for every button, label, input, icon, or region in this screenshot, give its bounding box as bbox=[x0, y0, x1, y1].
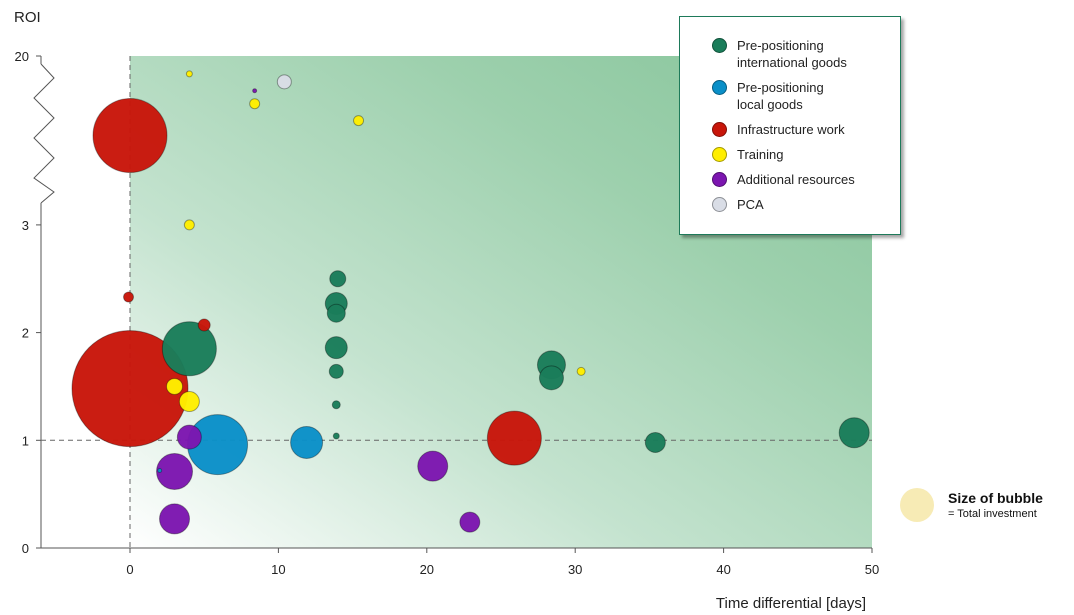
bubble-point bbox=[156, 453, 194, 491]
bubble-point bbox=[326, 303, 346, 323]
bubble-point bbox=[178, 391, 200, 413]
y-tick-label: 1 bbox=[22, 433, 29, 448]
bubble-point bbox=[92, 98, 168, 174]
bubble-point bbox=[252, 88, 258, 94]
bubble-point bbox=[276, 74, 292, 90]
bubble-point bbox=[838, 417, 870, 449]
y-axis-title: ROI bbox=[14, 9, 41, 26]
legend-swatch bbox=[712, 172, 727, 187]
legend-item: Additional resources bbox=[712, 171, 890, 188]
x-axis-title: Time differential [days] bbox=[716, 595, 866, 612]
bubble-point bbox=[197, 318, 211, 332]
y-tick-label: 3 bbox=[22, 218, 29, 233]
x-tick-label: 10 bbox=[271, 562, 285, 577]
bubble-point bbox=[249, 98, 261, 110]
bubble-point bbox=[459, 511, 481, 533]
legend-label: Training bbox=[737, 147, 784, 162]
bubble-point bbox=[183, 219, 195, 231]
bubble-point bbox=[353, 115, 365, 127]
legend-swatch bbox=[712, 147, 727, 162]
legend-swatch bbox=[712, 122, 727, 137]
y-tick-label: 0 bbox=[22, 541, 29, 556]
bubble-point bbox=[123, 291, 135, 303]
bubble-point bbox=[328, 363, 344, 379]
bubble-point bbox=[332, 432, 340, 440]
bubble-point bbox=[166, 377, 184, 395]
bubble-point bbox=[159, 503, 191, 535]
bubble-point bbox=[157, 467, 163, 473]
bubble-point bbox=[176, 424, 202, 450]
legend-swatch bbox=[712, 197, 727, 212]
legend-label: Pre-positioning local goods bbox=[737, 80, 824, 112]
y-axis-break-symbol bbox=[33, 63, 55, 204]
legend-label: Pre-positioning international goods bbox=[737, 38, 847, 70]
legend-label: Additional resources bbox=[737, 172, 855, 187]
bubble-point bbox=[331, 400, 341, 410]
bubble-point bbox=[185, 70, 193, 78]
x-tick-label: 0 bbox=[126, 562, 133, 577]
bubble-point bbox=[644, 431, 666, 453]
legend-item: PCA bbox=[712, 196, 890, 213]
bubble-layer bbox=[71, 70, 870, 535]
y-tick-label: 2 bbox=[22, 326, 29, 341]
bubble-point bbox=[538, 365, 564, 391]
bubble-point bbox=[324, 336, 348, 360]
tick-layer: 0 10 20 30 40 50 0 1 2 3 20 bbox=[15, 49, 880, 577]
bubble-point bbox=[329, 270, 347, 288]
legend-item: Training bbox=[712, 146, 890, 163]
x-tick-label: 20 bbox=[420, 562, 434, 577]
bubble-point bbox=[71, 330, 189, 448]
legend-item: Pre-positioning international goods bbox=[712, 37, 890, 71]
bubble-point bbox=[486, 410, 542, 466]
bubble-point bbox=[417, 450, 449, 482]
legend-swatch bbox=[712, 80, 727, 95]
legend-label: PCA bbox=[737, 197, 764, 212]
x-tick-label: 40 bbox=[716, 562, 730, 577]
legend-label: Infrastructure work bbox=[737, 122, 845, 137]
size-legend-title: Size of bubble bbox=[948, 490, 1043, 506]
bubble-point bbox=[161, 321, 217, 377]
legend-item: Infrastructure work bbox=[712, 121, 890, 138]
legend-item: Pre-positioning local goods bbox=[712, 79, 890, 113]
legend: Pre-positioning international goods Pre-p… bbox=[679, 16, 901, 235]
x-tick-label: 30 bbox=[568, 562, 582, 577]
size-legend-subtitle: = Total investment bbox=[948, 508, 1037, 520]
y-tick-label: 20 bbox=[15, 49, 29, 64]
size-legend-bubble bbox=[900, 488, 934, 522]
bubble-point bbox=[576, 366, 586, 376]
bubble-point bbox=[290, 425, 324, 459]
legend-swatch bbox=[712, 38, 727, 53]
x-tick-label: 50 bbox=[865, 562, 879, 577]
